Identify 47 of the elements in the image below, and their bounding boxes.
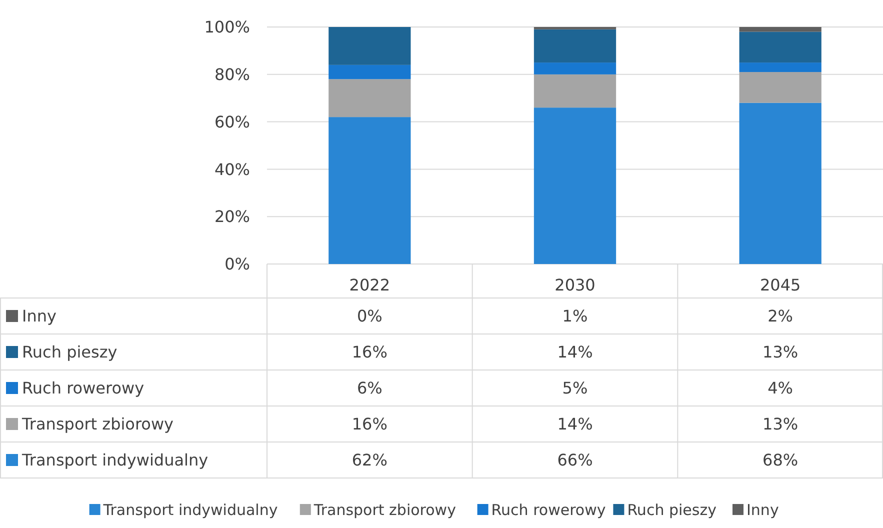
bar xyxy=(328,64,411,80)
y-tick-label: 100% xyxy=(204,18,250,37)
data-label: 16% xyxy=(352,342,388,362)
text: Transport zbiorowy xyxy=(314,500,456,519)
data-label: 4% xyxy=(768,378,794,398)
x-tick-label: 2022 xyxy=(349,276,390,295)
bar xyxy=(534,74,616,108)
data-label: 2% xyxy=(768,306,794,326)
legend-label: Transport indywidualny xyxy=(21,450,208,470)
text: Inny xyxy=(22,306,56,326)
legend-label: Inny xyxy=(746,500,779,519)
bar xyxy=(739,32,822,63)
data-label: 66% xyxy=(557,450,593,470)
data-label: 62% xyxy=(352,450,388,470)
x-tick-label: 2045 xyxy=(760,276,801,295)
bar xyxy=(739,102,822,264)
data-label: 16% xyxy=(352,414,388,434)
legend-label: Transport zbiorowy xyxy=(21,414,174,434)
text: Ruch pieszy xyxy=(627,500,716,519)
data-label: 14% xyxy=(557,414,593,434)
legend-label: Ruch rowerowy xyxy=(22,378,144,398)
y-tick-label: 20% xyxy=(214,207,250,226)
x-tick-label: 2030 xyxy=(554,276,596,295)
bar xyxy=(328,79,411,118)
legend-label: Ruch pieszy xyxy=(22,342,118,362)
data-label: 13% xyxy=(762,414,798,434)
y-tick-label: 40% xyxy=(214,160,250,179)
data-label: 13% xyxy=(762,342,798,362)
data-label: 5% xyxy=(562,378,588,398)
y-tick-label: 0% xyxy=(224,254,250,274)
y-tick-label: 60% xyxy=(214,112,250,132)
bar xyxy=(739,62,822,72)
bar xyxy=(328,27,411,65)
data-label: 0% xyxy=(356,306,382,326)
bar xyxy=(328,117,411,264)
bar xyxy=(739,27,822,32)
data-label: 1% xyxy=(562,306,588,326)
text: Ruch rowerowy xyxy=(491,500,606,519)
bar xyxy=(739,72,822,103)
bar xyxy=(534,108,616,264)
y-tick-label: 80% xyxy=(214,65,250,84)
data-label: 68% xyxy=(762,450,798,470)
bar xyxy=(534,62,616,74)
data-label: 6% xyxy=(356,378,382,398)
data-label: 14% xyxy=(557,342,593,362)
bar xyxy=(534,29,616,63)
text: Transport indywidualny xyxy=(103,500,278,519)
